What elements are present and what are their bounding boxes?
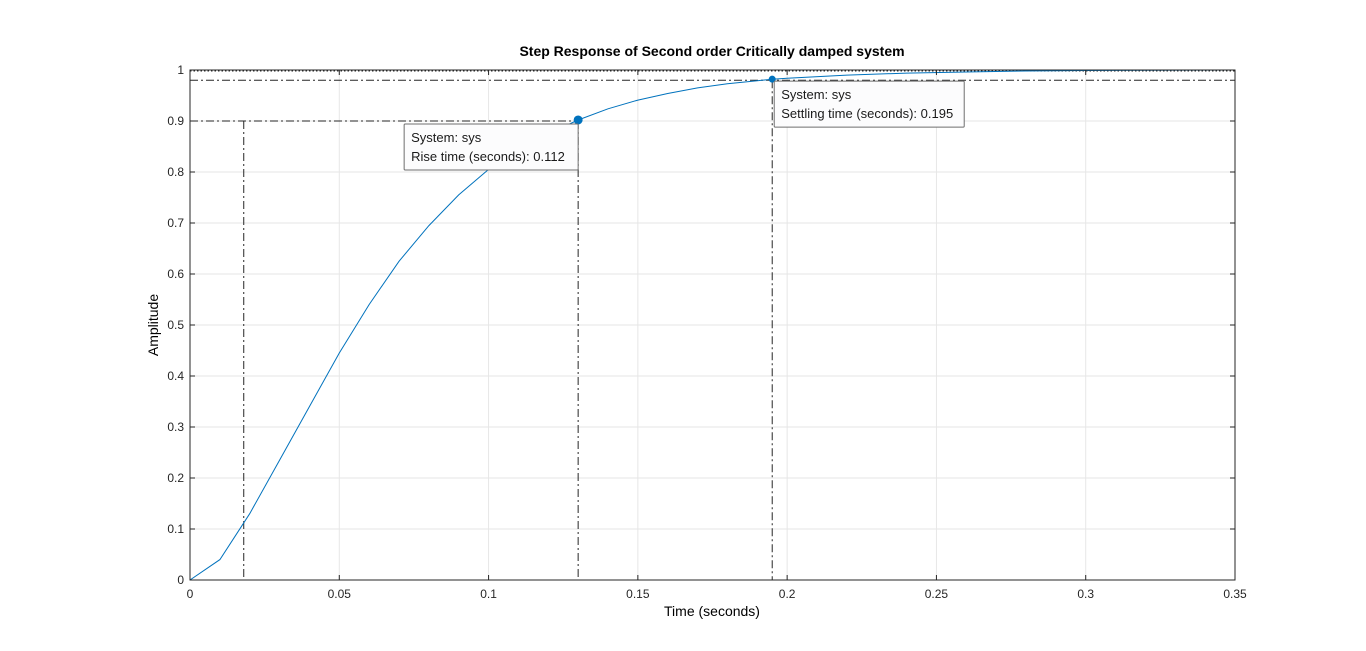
datatip-layer: System: sys Rise time (seconds): 0.112 Sys… xyxy=(403,80,965,171)
settling-time-datatip-value: Settling time (seconds): 0.195 xyxy=(781,106,953,121)
y-axis-label: Amplitude xyxy=(145,294,161,356)
rise-time-datatip xyxy=(403,123,579,171)
x-tick-label: 0.1 xyxy=(480,587,497,601)
rise-time-datatip-value: Rise time (seconds): 0.112 xyxy=(411,149,565,164)
reference-lines xyxy=(190,70,1235,580)
y-tick-label: 0.1 xyxy=(167,522,184,536)
settling-time-marker xyxy=(768,75,776,83)
x-tick-label: 0.2 xyxy=(779,587,796,601)
x-tick-label: 0.35 xyxy=(1223,587,1247,601)
settling-time-datatip xyxy=(773,80,965,128)
y-tick-label: 0.3 xyxy=(167,420,184,434)
settling-time-datatip-system: System: sys xyxy=(781,87,852,102)
rise-time-marker xyxy=(573,115,583,125)
y-tick-label: 0.4 xyxy=(167,369,184,383)
series-layer xyxy=(189,69,1236,581)
grid-lines xyxy=(190,70,1235,580)
y-tick-label: 0.6 xyxy=(167,267,184,281)
y-tick-label: 0.9 xyxy=(167,114,184,128)
x-tick-label: 0 xyxy=(187,587,194,601)
y-tick-label: 0.7 xyxy=(167,216,184,230)
y-tick-label: 0.8 xyxy=(167,165,184,179)
step-response-line xyxy=(189,69,1236,581)
x-tick-label: 0.25 xyxy=(925,587,949,601)
y-tick-label: 0.2 xyxy=(167,471,184,485)
tick-layer: 0 0.05 0.1 0.15 0.2 0.25 0.3 0.35 0 0.1 0.2 0.3 0.4 0… xyxy=(167,63,1247,601)
x-tick-label: 0.05 xyxy=(328,587,352,601)
y-tick-label: 0.5 xyxy=(167,318,184,332)
x-axis-label: Time (seconds) xyxy=(664,603,760,619)
x-tick-label: 0.3 xyxy=(1077,587,1094,601)
rise-time-datatip-system: System: sys xyxy=(411,130,482,145)
chart-title: Step Response of Second order Critically… xyxy=(519,43,904,59)
y-tick-label: 0 xyxy=(177,573,184,587)
x-tick-label: 0.15 xyxy=(626,587,650,601)
y-tick-label: 1 xyxy=(177,63,184,77)
